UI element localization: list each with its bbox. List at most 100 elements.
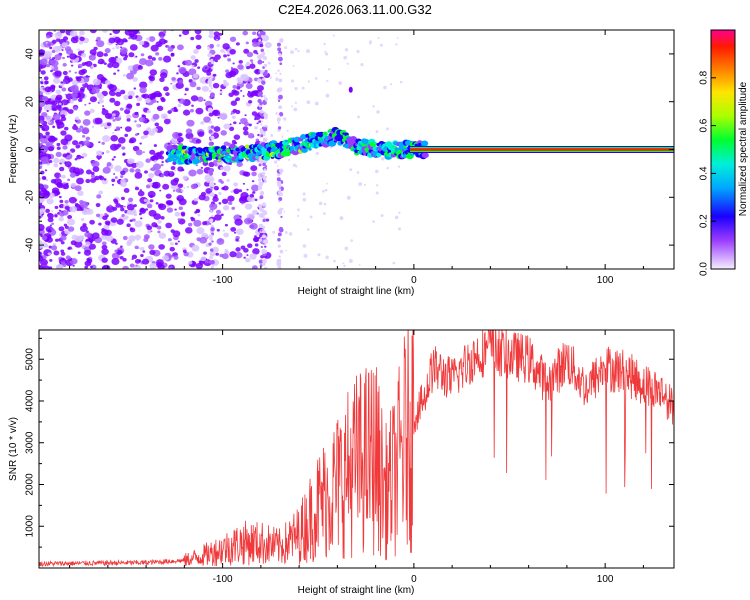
- noise-blob: [91, 86, 100, 94]
- faint-dot: [327, 68, 331, 71]
- snr-frame: [38, 329, 675, 569]
- noise-blob: [217, 116, 220, 119]
- noise-blob: [90, 237, 96, 242]
- faint-dot: [307, 228, 310, 231]
- x-tick-label: 100: [597, 275, 614, 286]
- faint-dot: [375, 191, 379, 195]
- noise-blob: [139, 196, 148, 204]
- faint-dot: [302, 192, 306, 196]
- noise-blob: [160, 216, 165, 220]
- noise-blob: [216, 44, 220, 48]
- noise-blob: [144, 170, 148, 174]
- noise-blob: [246, 51, 254, 58]
- noise-blob: [195, 164, 198, 167]
- streak-dot: [260, 236, 263, 239]
- noise-blob: [128, 30, 133, 33]
- streak-dot: [261, 31, 266, 36]
- noise-blob: [62, 153, 68, 158]
- faint-dot: [358, 182, 363, 186]
- faint-dot: [379, 43, 383, 47]
- noise-blob: [206, 179, 211, 183]
- noise-blob: [108, 84, 117, 92]
- noise-blob: [235, 228, 244, 235]
- noise-blob: [113, 173, 116, 175]
- noise-blob: [58, 226, 65, 232]
- noise-blob: [54, 205, 59, 210]
- noise-blob: [228, 92, 234, 98]
- noise-blob: [177, 65, 181, 68]
- noise-blob: [83, 140, 90, 146]
- noise-blob: [76, 77, 82, 82]
- noise-blob: [240, 89, 243, 92]
- faint-dot: [392, 261, 396, 265]
- noise-blob: [61, 49, 64, 52]
- noise-blob: [233, 121, 237, 125]
- noise-blob: [112, 47, 115, 50]
- noise-blob: [108, 56, 117, 64]
- streak-dot: [257, 92, 263, 97]
- noise-blob: [116, 218, 124, 225]
- noise-blob: [235, 42, 240, 46]
- streak-dot: [262, 177, 266, 181]
- streak-dot: [210, 248, 214, 252]
- streak-dot: [277, 47, 282, 52]
- noise-blob: [44, 169, 48, 172]
- noise-blob: [252, 209, 258, 215]
- noise-blob: [111, 258, 120, 265]
- noise-blob: [66, 182, 69, 185]
- faint-dot: [286, 129, 289, 132]
- noise-blob: [265, 218, 270, 222]
- noise-blob: [89, 219, 95, 225]
- noise-blob: [39, 161, 43, 165]
- streak-dot: [276, 42, 281, 47]
- noise-blob: [62, 56, 65, 60]
- noise-blob: [55, 119, 63, 126]
- noise-blob: [39, 170, 45, 175]
- noise-blob: [166, 204, 170, 208]
- noise-blob: [85, 136, 91, 141]
- noise-blob: [160, 96, 165, 101]
- noise-blob: [131, 218, 136, 222]
- streak-dot: [277, 237, 281, 242]
- noise-blob: [120, 178, 126, 184]
- noise-blob: [167, 238, 172, 242]
- noise-blob: [76, 177, 84, 185]
- noise-blob: [101, 257, 108, 263]
- signal-blob: [207, 157, 213, 161]
- noise-blob: [74, 71, 77, 74]
- noise-blob: [178, 66, 187, 74]
- faint-dot: [397, 227, 401, 231]
- noise-blob: [197, 213, 201, 217]
- noise-blob: [160, 72, 168, 79]
- streak-dot: [263, 133, 266, 136]
- noise-blob: [88, 54, 96, 61]
- noise-blob: [189, 109, 194, 113]
- noise-blob: [99, 86, 102, 89]
- signal-artifact: [348, 86, 353, 93]
- noise-blob: [84, 265, 89, 269]
- noise-blob: [170, 166, 176, 171]
- noise-blob: [74, 202, 79, 207]
- faint-dot: [346, 195, 351, 200]
- noise-blob: [252, 191, 256, 194]
- noise-blob: [74, 235, 83, 243]
- noise-blob: [173, 255, 179, 260]
- x-tick-label: 0: [411, 574, 417, 585]
- noise-blob: [43, 76, 49, 81]
- colorbar-frame: [710, 29, 736, 270]
- noise-blob: [52, 242, 57, 247]
- streak-dot: [211, 265, 214, 269]
- noise-blob: [174, 211, 181, 217]
- noise-blob: [45, 244, 49, 248]
- streak-dot: [279, 38, 284, 43]
- noise-blob: [47, 252, 52, 256]
- noise-blob: [122, 73, 126, 77]
- noise-blob: [40, 70, 46, 75]
- noise-blob: [209, 251, 216, 257]
- signal-blob: [421, 152, 429, 159]
- noise-blob: [223, 165, 231, 172]
- noise-blob: [127, 65, 135, 71]
- noise-blob: [222, 229, 225, 232]
- noise-blob: [66, 152, 70, 156]
- noise-blob: [189, 81, 197, 88]
